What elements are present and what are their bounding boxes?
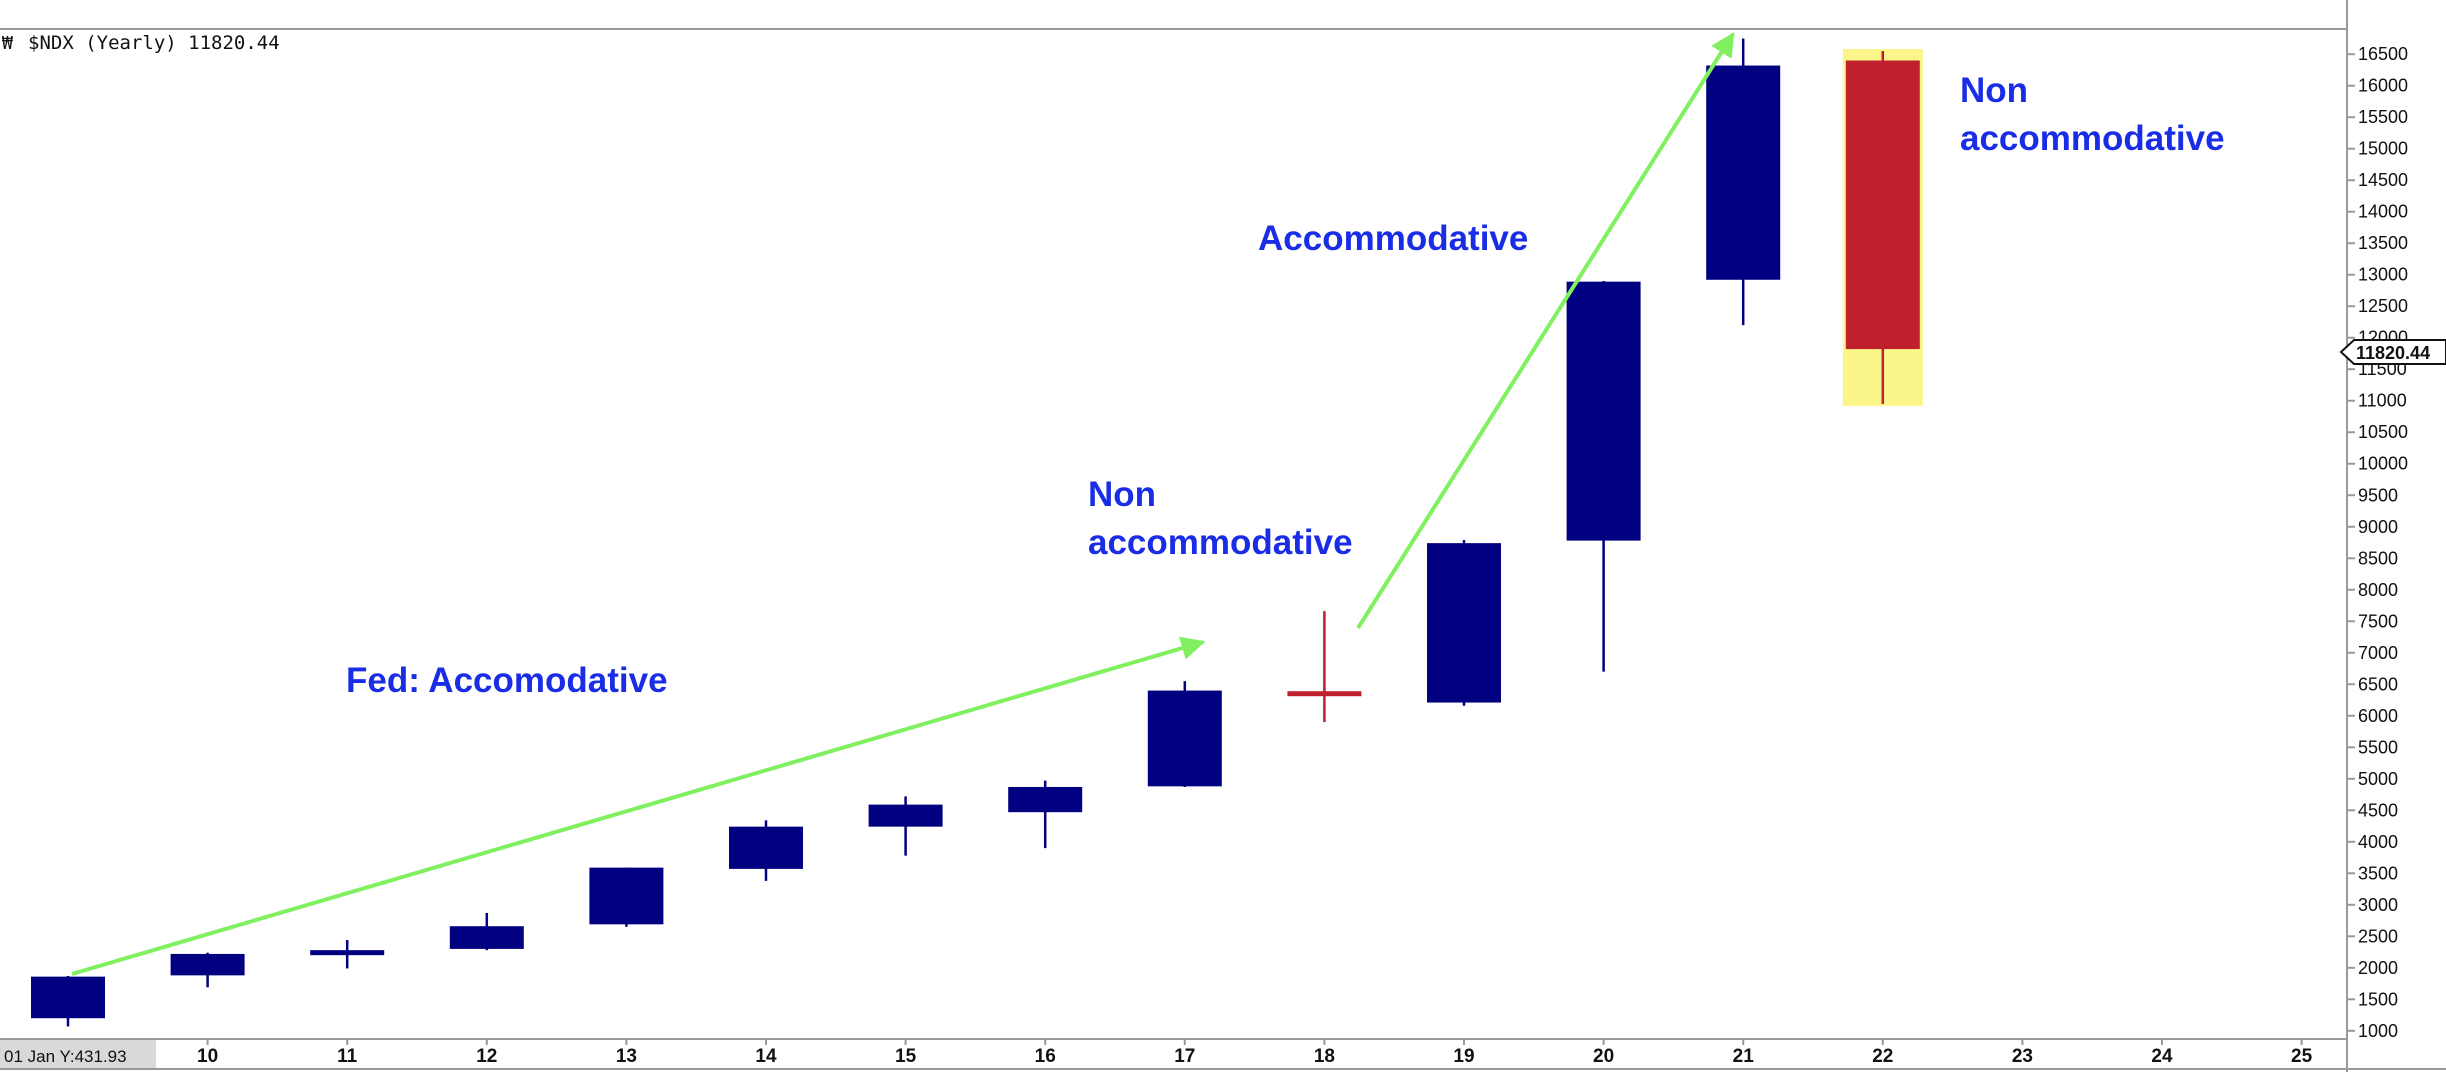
x-tick-label: 12 [476, 1046, 497, 1067]
y-tick-label: 13500 [2358, 233, 2408, 253]
x-tick-label: 25 [2291, 1046, 2313, 1067]
chart-title: $NDX (Yearly) 11820.44 [28, 32, 280, 54]
y-tick-label: 16500 [2358, 44, 2408, 64]
x-tick-label: 10 [197, 1046, 218, 1067]
trend-arrow-accommodative-1 [71, 636, 1206, 976]
y-tick-label: 10000 [2358, 454, 2408, 474]
candle-body [1147, 690, 1222, 787]
candle-body [1287, 691, 1362, 697]
y-tick-label: 3500 [2358, 863, 2398, 883]
candle-10 [170, 952, 245, 988]
y-tick-label: 1000 [2358, 1021, 2398, 1041]
candle-body [1845, 60, 1920, 350]
candle-09 [31, 975, 105, 1027]
candle-14 [729, 820, 803, 881]
price-tag-bg [2339, 339, 2446, 365]
y-tick-label: 4500 [2358, 800, 2398, 820]
x-tick-label: 18 [1314, 1046, 1335, 1067]
candle-22 [1845, 51, 1920, 404]
candle-17 [1147, 681, 1222, 787]
candle-19 [1427, 539, 1501, 706]
y-tick-label: 2500 [2358, 926, 2398, 946]
x-tick-label: 20 [1593, 1046, 1614, 1067]
candle-body [1566, 281, 1641, 541]
y-tick-label: 2000 [2358, 958, 2398, 978]
symbol-icon: ₩ [2, 33, 13, 54]
y-tick-label: 9500 [2358, 485, 2398, 505]
candle-body [449, 926, 524, 949]
candle-18 [1287, 611, 1362, 723]
x-tick-label: 14 [755, 1046, 777, 1067]
y-tick-label: 14000 [2358, 202, 2408, 222]
candle-body [1427, 543, 1501, 703]
x-axis: 10 11 12 13 14 15 16 17 18 19 20 21 22 23 24 25 [197, 1039, 2313, 1067]
candle-12 [449, 912, 524, 951]
y-tick-label: 6500 [2358, 674, 2398, 694]
y-tick-label: 7000 [2358, 643, 2398, 663]
annotation-accommodative: Accommodative [1258, 219, 1528, 258]
candle-21 [1706, 38, 1781, 326]
price-tag-label: 11820.44 [2356, 343, 2430, 363]
y-tick-label: 5500 [2358, 737, 2398, 757]
x-tick-label: 11 [337, 1046, 358, 1067]
last-price-tag: 11820.44 [2339, 339, 2446, 365]
y-tick-label: 9000 [2358, 517, 2398, 537]
candle-body [868, 804, 943, 827]
candle-body [170, 953, 245, 976]
annotation-non-accommodative-2-line2: accommodative [1960, 119, 2225, 158]
x-tick-label: 19 [1453, 1046, 1474, 1067]
candle-15 [868, 796, 943, 856]
candle-body [1008, 786, 1083, 813]
candle-20 [1566, 281, 1641, 672]
y-tick-label: 13000 [2358, 265, 2408, 285]
candles [31, 38, 1920, 1027]
x-tick-label: 13 [616, 1046, 637, 1067]
x-tick-label: 16 [1035, 1046, 1056, 1067]
annotation-non-accommodative-line2: accommodative [1088, 523, 1353, 562]
x-tick-label: 24 [2151, 1046, 2173, 1067]
x-tick-label: 17 [1174, 1046, 1195, 1067]
y-tick-label: 10500 [2358, 422, 2408, 442]
annotation-non-accommodative-line1: Non [1088, 475, 1156, 514]
y-tick-label: 3000 [2358, 895, 2398, 915]
annotation-fed-accommodative: Fed: Accomodative [346, 661, 668, 700]
candle-body [1706, 65, 1781, 280]
candle-11 [310, 940, 385, 969]
y-tick-label: 5000 [2358, 769, 2398, 789]
x-tick-label: 21 [1733, 1046, 1755, 1067]
y-tick-label: 15500 [2358, 107, 2408, 127]
y-tick-label: 16000 [2358, 76, 2408, 96]
y-tick-label: 8500 [2358, 548, 2398, 568]
y-axis: 1000 1500 2000 2500 3000 3500 4000 4500 5000 5500… [2347, 44, 2408, 1041]
candle-13 [589, 867, 664, 927]
candle-body [729, 826, 803, 869]
x-tick-label: 15 [895, 1046, 917, 1067]
y-tick-label: 14500 [2358, 170, 2408, 190]
y-tick-label: 7500 [2358, 611, 2398, 631]
y-tick-label: 12500 [2358, 296, 2408, 316]
candle-16 [1008, 780, 1083, 849]
candle-body [589, 867, 664, 925]
crosshair-date-readout: 01 Jan Y:431.93 [4, 1047, 127, 1066]
y-tick-label: 6000 [2358, 706, 2398, 726]
y-tick-label: 1500 [2358, 989, 2398, 1009]
crosshair-readout-bg [0, 1040, 156, 1068]
y-tick-label: 11000 [2358, 391, 2407, 411]
candle-body [310, 950, 385, 956]
candle-body [31, 976, 105, 1019]
y-tick-label: 15000 [2358, 139, 2408, 159]
annotation-non-accommodative-2-line1: Non [1960, 71, 2028, 110]
x-tick-label: 23 [2012, 1046, 2033, 1067]
y-tick-label: 8000 [2358, 580, 2398, 600]
y-tick-label: 4000 [2358, 832, 2398, 852]
x-tick-label: 22 [1872, 1046, 1893, 1067]
trend-arrow-accommodative-2 [1356, 31, 1735, 630]
